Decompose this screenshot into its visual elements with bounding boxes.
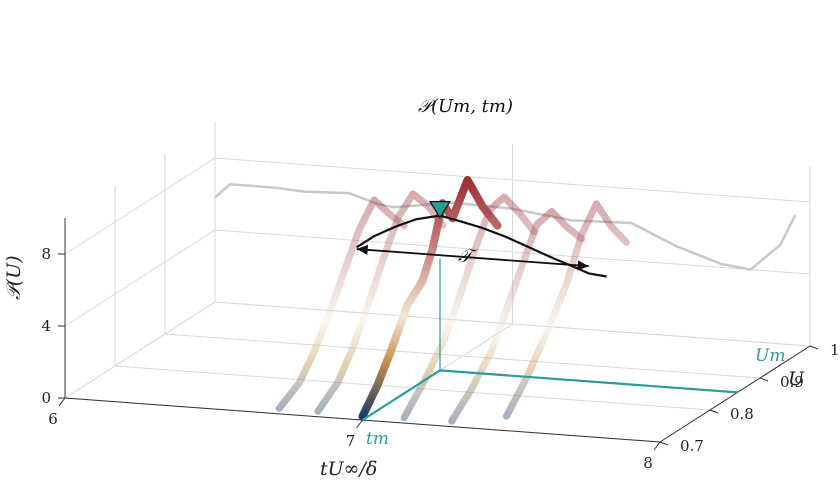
pdf-series-line	[314, 190, 447, 415]
pdf-series-line	[448, 207, 586, 425]
duration-arrow-head-left	[356, 244, 369, 255]
duration-arrow	[356, 248, 589, 268]
peak-marker	[428, 201, 452, 219]
grid-line-u	[114, 186, 711, 411]
annotation-layer	[356, 201, 738, 421]
grid-layer	[64, 122, 811, 443]
y-tick-mark	[759, 377, 769, 382]
z-tick-label: 0	[41, 389, 51, 407]
tm-label: tm	[366, 429, 389, 449]
y-tick-label: 0.9	[780, 373, 804, 391]
y-tick-mark	[659, 441, 669, 446]
y-tick-label: 0.8	[730, 405, 754, 423]
tick-layer: 6 7 8 0.7 0.8 0.9 1 0 4 8	[41, 245, 839, 472]
z-tick-label: 4	[41, 317, 51, 335]
z-axis-label: 𝒫(U)	[3, 255, 25, 300]
y-tick-label: 0.7	[680, 437, 704, 455]
grid-line-u	[164, 154, 761, 379]
duration-arrow-head-right	[577, 260, 589, 271]
y-tick-mark	[809, 345, 819, 350]
peak-label: 𝒫(Um, tm)	[418, 96, 513, 117]
x-tick-label: 7	[346, 432, 356, 450]
grid-line-t	[362, 144, 513, 421]
y-tick-mark	[709, 409, 719, 414]
x-tick-label: 6	[48, 410, 58, 428]
x-tick-label: 8	[643, 454, 653, 472]
x-tick-mark	[58, 397, 66, 407]
grid-line-t	[64, 122, 216, 399]
envelope-curve	[356, 214, 607, 278]
grid-line-t	[659, 166, 811, 443]
pdf-series-line	[275, 196, 408, 412]
y-axis-label: U	[788, 368, 805, 390]
y-tick-label: 1	[830, 341, 840, 359]
y-axis-line	[659, 345, 811, 443]
x-tick-mark	[653, 441, 661, 451]
series-layer	[275, 176, 630, 425]
x-axis-label: tU∞/δ	[320, 458, 377, 480]
pdf-series-line	[502, 200, 630, 420]
x-tick-mark	[356, 419, 363, 429]
pdf-series-line	[400, 193, 538, 422]
z-tick-label: 8	[41, 245, 51, 263]
pdf-series-line	[358, 176, 502, 421]
um-label: Um	[755, 346, 785, 366]
